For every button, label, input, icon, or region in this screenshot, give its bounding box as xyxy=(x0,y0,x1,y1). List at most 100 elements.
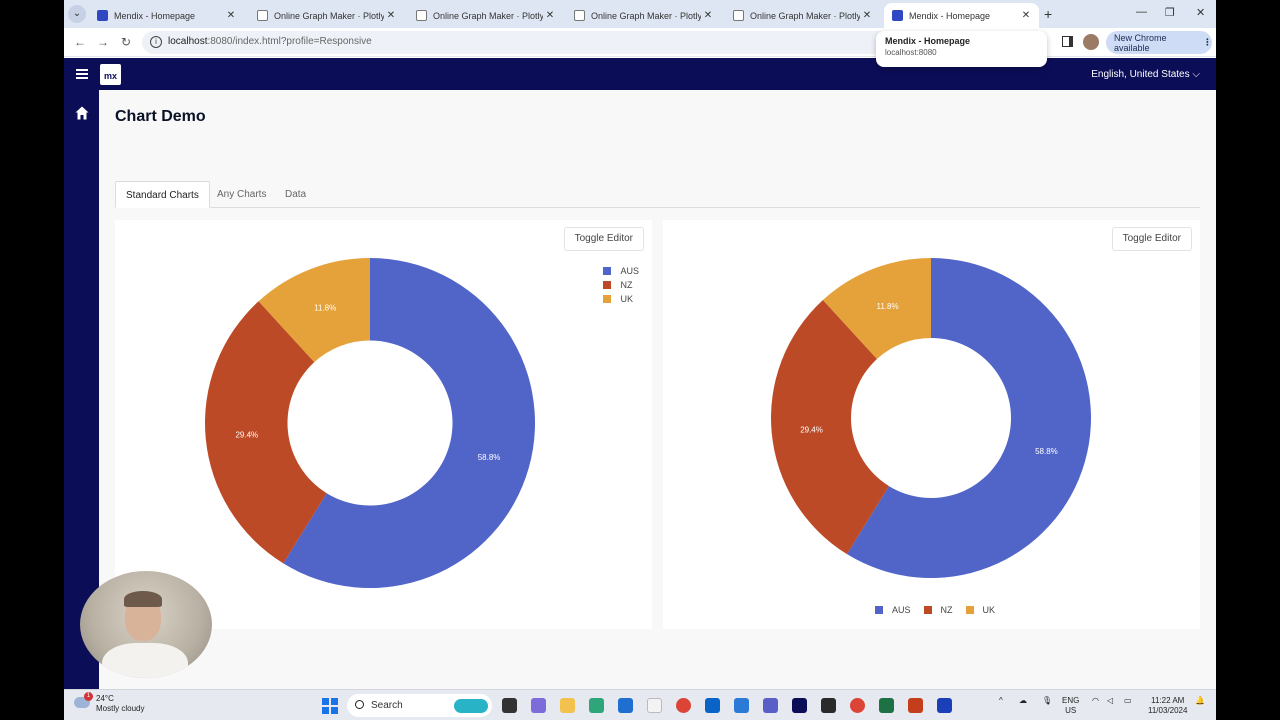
reload-icon[interactable]: ↻ xyxy=(121,35,132,49)
new-tab-icon[interactable]: + xyxy=(1044,6,1053,22)
chrome-icon[interactable] xyxy=(850,698,865,713)
forward-icon[interactable]: → xyxy=(97,35,109,49)
toggle-editor-button[interactable]: Toggle Editor xyxy=(1111,227,1192,251)
toggle-editor-button[interactable]: Toggle Editor xyxy=(563,227,644,251)
onedrive-icon[interactable]: ☁ xyxy=(1019,696,1027,705)
pie-slice-aus[interactable] xyxy=(283,258,535,588)
taskbar-search[interactable]: Search xyxy=(347,694,492,717)
legend-label: NZ xyxy=(620,280,633,290)
pie-slice-uk[interactable] xyxy=(822,258,931,359)
battery-icon[interactable]: ▭ xyxy=(1124,696,1132,705)
restore-icon[interactable]: ❐ xyxy=(1165,7,1175,19)
webcam-hair xyxy=(124,591,162,607)
mendix-logo[interactable]: mx xyxy=(100,64,121,85)
tab-close-icon[interactable]: ✕ xyxy=(226,10,236,21)
tab-close-icon[interactable]: ✕ xyxy=(862,10,872,21)
legend-item[interactable]: NZ xyxy=(923,603,953,617)
home-icon[interactable] xyxy=(75,106,89,120)
language-selector[interactable]: English, United States ⌵ xyxy=(1091,69,1200,80)
browser-tab[interactable]: Online Graph Maker · Plotly Ch✕ xyxy=(725,3,880,28)
sidebar xyxy=(64,90,99,690)
plotly-icon xyxy=(257,10,268,21)
weather-temp: 24°C xyxy=(96,694,114,703)
pie-slice-aus[interactable] xyxy=(846,258,1091,578)
browser-tab[interactable]: Online Graph Maker · Plotly Ch✕ xyxy=(249,3,404,28)
tab-close-icon[interactable]: ✕ xyxy=(1021,10,1031,21)
window-close-icon[interactable]: ✕ xyxy=(1196,7,1206,19)
legend-item[interactable]: NZ xyxy=(603,278,639,292)
tab-close-icon[interactable]: ✕ xyxy=(703,10,713,21)
volume-icon[interactable]: ◁ xyxy=(1107,696,1114,705)
chart-legend-2: AUS NZ UK xyxy=(875,603,1008,617)
lang-top: ENG xyxy=(1062,696,1080,705)
edge-icon[interactable] xyxy=(589,698,604,713)
plotly-icon xyxy=(733,10,744,21)
teams-icon[interactable] xyxy=(763,698,778,713)
chart-legend-1: AUS NZ UK xyxy=(603,264,639,306)
profile-avatar[interactable] xyxy=(1083,34,1099,50)
windows-start-icon[interactable] xyxy=(322,698,338,714)
tab-close-icon[interactable]: ✕ xyxy=(386,10,396,21)
microphone-icon[interactable]: 🎙 xyxy=(1042,696,1053,705)
vscode-icon[interactable] xyxy=(734,698,749,713)
chevron-down-icon: ⌵ xyxy=(1192,69,1200,80)
pie-value-label: 11.8% xyxy=(314,304,336,313)
address-bar[interactable]: i localhost:8080/index.html?profile=Resp… xyxy=(142,31,1042,54)
weather-widget[interactable]: 1 24°C Mostly cloudy xyxy=(74,692,144,714)
tab-search-icon[interactable]: ⌄ xyxy=(68,5,86,23)
tab-close-icon[interactable]: ✕ xyxy=(545,10,555,21)
mendix-studio-icon[interactable] xyxy=(937,698,952,713)
pie-value-label: 58.8% xyxy=(478,453,501,462)
tab-any-charts[interactable]: Any Charts xyxy=(217,189,267,200)
legend-swatch xyxy=(603,267,612,275)
chrome-profile-icon[interactable] xyxy=(676,698,691,713)
menu-icon[interactable] xyxy=(76,69,88,79)
chat-icon[interactable] xyxy=(531,698,546,713)
sticky-icon[interactable] xyxy=(821,698,836,713)
minimize-icon[interactable]: — xyxy=(1136,6,1147,18)
more-menu-icon: ⋮ xyxy=(1203,37,1212,47)
pie-slice-uk[interactable] xyxy=(258,258,370,363)
clock[interactable]: 11:22 AM 11/03/2024 xyxy=(1148,696,1187,716)
legend-item[interactable]: UK xyxy=(603,292,639,306)
task-view-icon[interactable] xyxy=(502,698,517,713)
legend-label: UK xyxy=(620,294,633,304)
legend-swatch xyxy=(603,281,612,289)
plotly-icon xyxy=(574,10,585,21)
legend-item[interactable]: AUS xyxy=(875,603,911,617)
url-path: :8080/index.html?profile=Responsive xyxy=(207,36,372,47)
legend-item[interactable]: AUS xyxy=(603,264,639,278)
legend-item[interactable]: UK xyxy=(965,603,995,617)
tab-data[interactable]: Data xyxy=(285,189,307,200)
powerpoint-icon[interactable] xyxy=(908,698,923,713)
pie-value-label: 29.4% xyxy=(235,431,258,440)
mendix-taskbar-icon[interactable] xyxy=(792,698,807,713)
tray-chevron-icon[interactable]: ^ xyxy=(999,696,1003,705)
taskbar: 1 24°C Mostly cloudy Search ^ ☁ 🎙 ENG xyxy=(64,689,1216,720)
browser-tab[interactable]: Online Graph Maker · Plotly Ch✕ xyxy=(408,3,563,28)
outlook-icon[interactable] xyxy=(705,698,720,713)
browser-tab[interactable]: Online Graph Maker · Plotly Ch✕ xyxy=(566,3,721,28)
notification-bell-icon[interactable]: 🔔 xyxy=(1195,696,1205,705)
pie-slice-nz[interactable] xyxy=(205,301,327,564)
donut-chart-2: 58.8% 29.4% 11.8% xyxy=(771,258,1091,578)
tab-standard-charts[interactable]: Standard Charts xyxy=(115,181,210,208)
notepad-icon[interactable] xyxy=(647,698,662,713)
chart-tabs: Standard Charts Any Charts Data xyxy=(115,181,1200,208)
side-panel-icon[interactable] xyxy=(1062,36,1073,47)
pie-slice-nz[interactable] xyxy=(771,299,889,555)
file-explorer-icon[interactable] xyxy=(560,698,575,713)
back-icon[interactable]: ← xyxy=(74,35,86,49)
mendix-icon xyxy=(892,10,903,21)
donut-chart-1: 58.8% 29.4% 11.8% xyxy=(205,258,535,588)
site-info-icon[interactable]: i xyxy=(150,36,162,48)
clock-time: 11:22 AM xyxy=(1151,696,1185,705)
browser-tab-title: Mendix - Homepage xyxy=(909,10,991,21)
language-indicator[interactable]: ENG US xyxy=(1062,696,1079,716)
wifi-icon[interactable]: ◠ xyxy=(1092,696,1099,705)
browser-tab[interactable]: Mendix - Homepage ✕ xyxy=(89,3,244,28)
excel-icon[interactable] xyxy=(879,698,894,713)
store-icon[interactable] xyxy=(618,698,633,713)
browser-tab[interactable]: Mendix - Homepage ✕ xyxy=(884,3,1039,28)
chrome-update-button[interactable]: New Chrome available ⋮ xyxy=(1106,31,1212,54)
